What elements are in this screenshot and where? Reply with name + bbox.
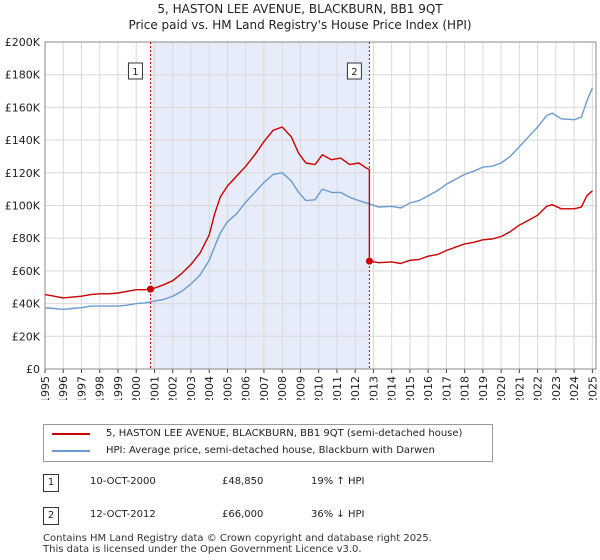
chart-legend: 5, HASTON LEE AVENUE, BLACKBURN, BB1 9QT… bbox=[43, 424, 493, 462]
sale-marker-badge bbox=[127, 62, 143, 80]
footer-licence: This data is licensed under the Open Gov… bbox=[43, 544, 362, 555]
y-tick-label: £180K bbox=[5, 69, 41, 82]
chart-subtitle: Price paid vs. HM Land Registry's House … bbox=[128, 18, 472, 32]
x-tick-label: 2020 bbox=[495, 376, 508, 400]
legend-price-line bbox=[52, 433, 90, 435]
x-tick-label: 2022 bbox=[532, 376, 545, 400]
x-tick-label: 2007 bbox=[258, 376, 271, 400]
x-tick-label: 2013 bbox=[367, 376, 380, 400]
x-tick-label: 1996 bbox=[57, 376, 70, 400]
legend-hpi-line bbox=[52, 450, 90, 452]
x-tick-label: 1995 bbox=[39, 376, 52, 400]
transaction-hpi-change: 19% ↑ HPI bbox=[311, 476, 365, 487]
plot-border bbox=[44, 41, 597, 370]
x-tick-label: 2009 bbox=[294, 376, 307, 400]
x-tick-label: 2002 bbox=[167, 376, 180, 400]
x-tick-label: 2000 bbox=[130, 376, 143, 400]
price-paid-line bbox=[44, 126, 593, 299]
x-tick-label: 2001 bbox=[148, 376, 161, 400]
x-tick-label: 2018 bbox=[459, 376, 472, 400]
x-tick-label: 1997 bbox=[75, 376, 88, 400]
x-tick-label: 2024 bbox=[568, 376, 581, 400]
x-tick-label: 2025 bbox=[586, 376, 599, 400]
price-chart: £0 £20K £40K £60K £80K £100K £120K £140K £160K £1… bbox=[5, 36, 600, 400]
x-tick-label: 2005 bbox=[221, 376, 234, 400]
y-tick-label: £20K bbox=[12, 330, 41, 343]
x-tick-label: 2021 bbox=[513, 376, 526, 400]
transaction-hpi-change: 36% ↓ HPI bbox=[311, 509, 365, 520]
transaction-date: 12-OCT-2012 bbox=[90, 509, 156, 520]
legend-price-label: 5, HASTON LEE AVENUE, BLACKBURN, BB1 9QT… bbox=[106, 428, 463, 439]
sale-marker-label: 2 bbox=[351, 67, 357, 78]
transaction-badge: 2 bbox=[43, 507, 59, 525]
legend-hpi-label: HPI: Average price, semi-detached house,… bbox=[106, 445, 435, 456]
footer-attribution: Contains HM Land Registry data © Crown c… bbox=[43, 533, 432, 555]
x-tick-label: 2010 bbox=[313, 376, 326, 400]
x-tick-label: 2012 bbox=[349, 376, 362, 400]
transaction-date: 10-OCT-2000 bbox=[90, 476, 156, 487]
sale-point bbox=[365, 257, 373, 265]
x-tick-label: 2019 bbox=[477, 376, 490, 400]
y-tick-label: £200K bbox=[5, 36, 41, 49]
transaction-price: £48,850 bbox=[222, 476, 264, 487]
y-tick-label: £120K bbox=[5, 167, 41, 180]
y-tick-label: £80K bbox=[12, 232, 41, 245]
y-tick-label: £0 bbox=[26, 363, 40, 376]
sale-marker-label: 1 bbox=[132, 67, 138, 78]
x-tick-label: 2006 bbox=[240, 376, 253, 400]
sale-point bbox=[146, 285, 154, 293]
x-tick-label: 2008 bbox=[276, 376, 289, 400]
transaction-badge: 1 bbox=[43, 474, 59, 492]
sale-marker-badge bbox=[346, 62, 362, 80]
x-tick-label: 2015 bbox=[404, 376, 417, 400]
y-tick-label: £60K bbox=[12, 265, 41, 278]
x-tick-label: 2011 bbox=[331, 376, 344, 400]
x-tick-label: 1998 bbox=[94, 376, 107, 400]
x-tick-label: 2023 bbox=[550, 376, 563, 400]
y-tick-label: £160K bbox=[5, 101, 41, 114]
x-tick-label: 2003 bbox=[185, 376, 198, 400]
x-tick-label: 2017 bbox=[440, 376, 453, 400]
hpi-line bbox=[44, 87, 594, 310]
transaction-row-2: 2 12-OCT-2012 £66,000 36% ↓ HPI bbox=[0, 507, 600, 527]
x-tick-label: 2004 bbox=[203, 376, 216, 400]
footer-copyright: Contains HM Land Registry data © Crown c… bbox=[43, 533, 432, 544]
transaction-price: £66,000 bbox=[222, 509, 264, 520]
y-tick-label: £100K bbox=[5, 200, 41, 213]
transaction-row-1: 1 10-OCT-2000 £48,850 19% ↑ HPI bbox=[0, 474, 600, 494]
chart-title: 5, HASTON LEE AVENUE, BLACKBURN, BB1 9QT bbox=[157, 2, 443, 16]
x-tick-label: 1999 bbox=[112, 376, 125, 400]
y-tick-label: £40K bbox=[12, 298, 41, 311]
x-tick-label: 2016 bbox=[422, 376, 435, 400]
y-tick-label: £140K bbox=[5, 134, 41, 147]
x-tick-label: 2014 bbox=[386, 376, 399, 400]
